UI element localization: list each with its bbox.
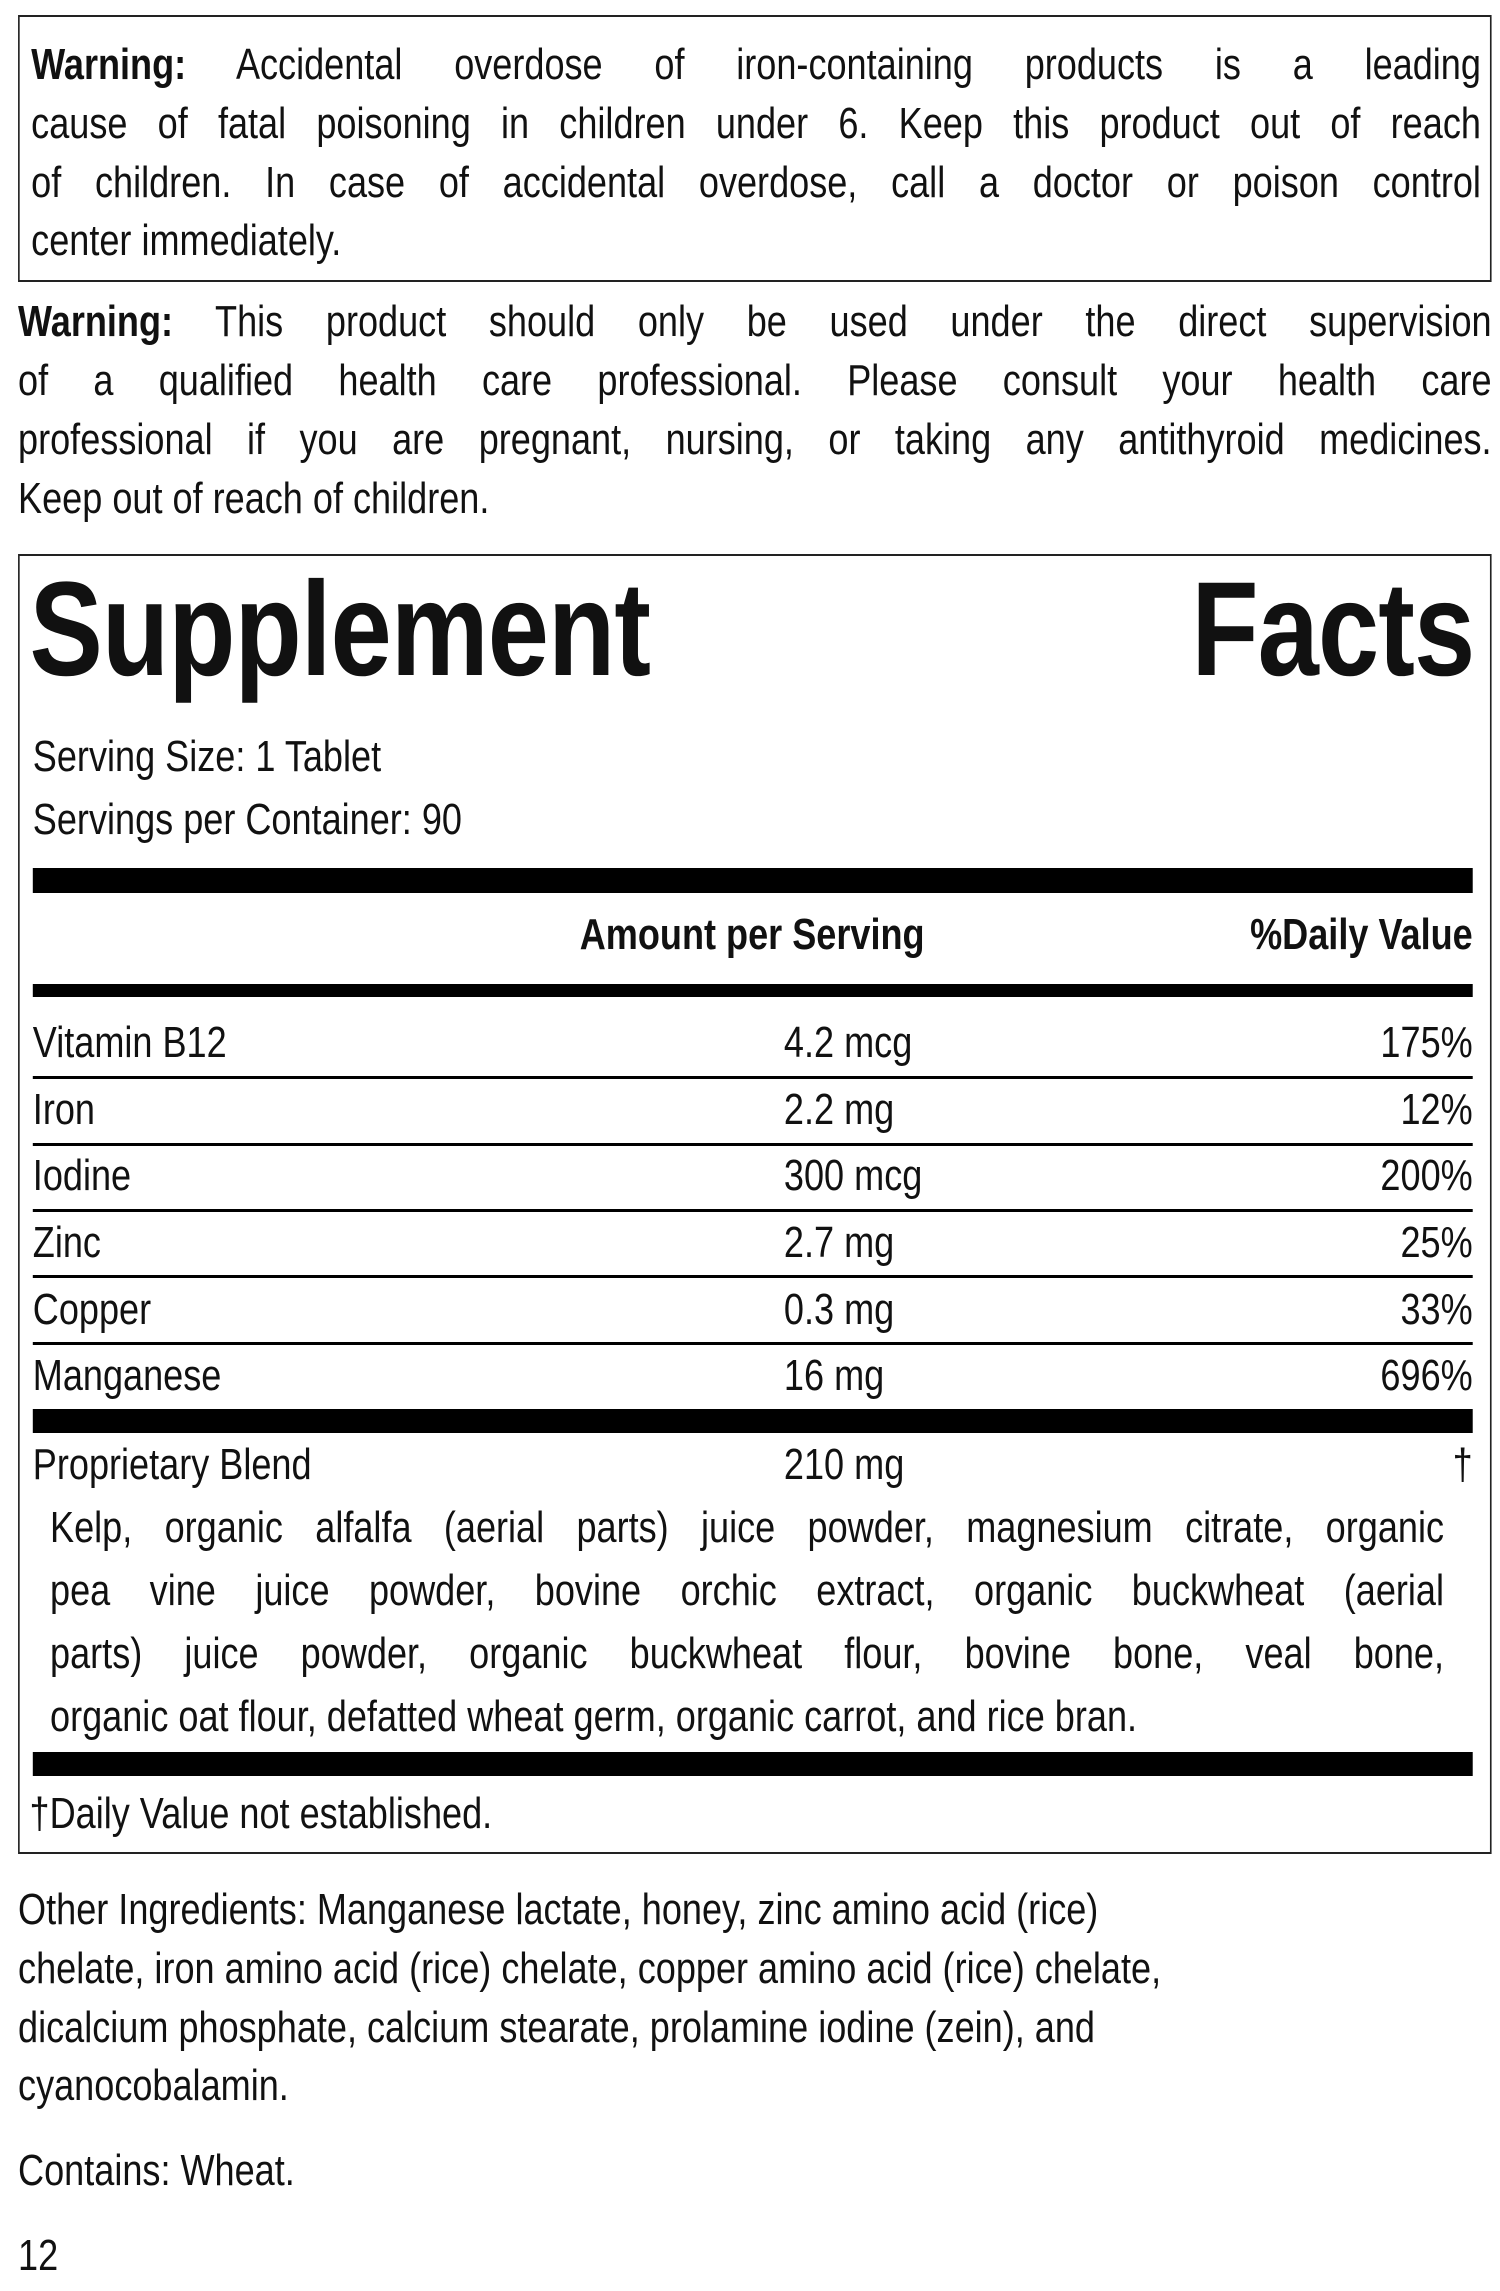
- nutrient-name: Vitamin B12: [32, 1018, 227, 1067]
- iron-warning-line: center immediately.: [31, 216, 342, 265]
- nutrient-amount: 4.2 mcg: [783, 1018, 913, 1067]
- supervision-warning-line: of a qualified health care professional.…: [18, 356, 1492, 405]
- nutrient-daily-value: 12%: [1400, 1085, 1473, 1134]
- row-divider: [32, 1209, 1473, 1212]
- blend-ingredients-line: pea vine juice powder, bovine orchic ext…: [50, 1566, 1445, 1615]
- nutrient-amount: 16 mg: [783, 1351, 885, 1400]
- nutrient-daily-value: 696%: [1380, 1351, 1473, 1400]
- nutrient-amount: 300 mcg: [783, 1151, 923, 1200]
- serving-size: Serving Size: 1 Tablet: [32, 732, 382, 781]
- nutrient-daily-value: 33%: [1400, 1285, 1473, 1334]
- nutrient-daily-value: 175%: [1380, 1018, 1473, 1067]
- daily-value-footnote: †Daily Value not established.: [29, 1789, 493, 1838]
- iron-warning-line: Warning: Accidental overdose of iron-con…: [31, 40, 1481, 89]
- warning-label: Warning:: [31, 40, 187, 89]
- row-divider: [32, 1275, 1473, 1278]
- daily-value-header: %Daily Value: [1250, 910, 1473, 959]
- allergen-statement: Contains: Wheat.: [18, 2146, 295, 2195]
- supervision-warning-line: Keep out of reach of children.: [18, 474, 490, 523]
- row-divider: [32, 1076, 1473, 1079]
- thick-divider: [32, 1409, 1473, 1433]
- row-divider: [32, 1143, 1473, 1146]
- thick-divider: [32, 1752, 1473, 1776]
- page-number: 12: [18, 2231, 59, 2280]
- supervision-warning-line: Warning: This product should only be use…: [18, 297, 1492, 346]
- row-divider: [32, 1342, 1473, 1345]
- nutrient-amount: 2.7 mg: [783, 1218, 895, 1267]
- medium-divider: [32, 984, 1473, 997]
- nutrient-amount: 0.3 mg: [783, 1285, 895, 1334]
- iron-warning-box: [18, 15, 1492, 282]
- supplement-facts-panel: [18, 554, 1492, 1854]
- nutrient-daily-value: 200%: [1380, 1151, 1473, 1200]
- iron-warning-line: cause of fatal poisoning in children und…: [31, 99, 1481, 148]
- other-ingredients-line: chelate, iron amino acid (rice) chelate,…: [18, 1944, 1162, 1993]
- amount-per-serving-header: Amount per Serving: [579, 910, 925, 959]
- blend-name: Proprietary Blend: [32, 1440, 312, 1489]
- nutrient-name: Copper: [32, 1285, 152, 1334]
- supervision-warning-line: professional if you are pregnant, nursin…: [18, 415, 1492, 464]
- blend-ingredients-line: parts) juice powder, organic buckwheat f…: [50, 1629, 1445, 1678]
- nutrient-daily-value: 25%: [1400, 1218, 1473, 1267]
- blend-ingredients-line: Kelp, organic alfalfa (aerial parts) jui…: [50, 1503, 1445, 1552]
- title-supplement: Supplement: [29, 555, 651, 704]
- other-ingredients-line: dicalcium phosphate, calcium stearate, p…: [18, 2003, 1096, 2052]
- other-ingredients-line: Other Ingredients: Manganese lactate, ho…: [18, 1885, 1099, 1934]
- supplement-facts-title: Supplement Facts: [29, 555, 1476, 704]
- other-ingredients-line: cyanocobalamin.: [18, 2061, 289, 2110]
- nutrient-name: Iodine: [32, 1151, 132, 1200]
- iron-warning-line: of children. In case of accidental overd…: [31, 158, 1481, 207]
- nutrient-name: Manganese: [32, 1351, 222, 1400]
- nutrient-name: Iron: [32, 1085, 95, 1134]
- blend-ingredients-line: organic oat flour, defatted wheat germ, …: [50, 1692, 1138, 1741]
- title-facts: Facts: [1191, 555, 1475, 704]
- nutrient-name: Zinc: [32, 1218, 101, 1267]
- servings-per-container: Servings per Container: 90: [32, 795, 462, 844]
- blend-amount: 210 mg: [783, 1440, 905, 1489]
- thick-divider: [32, 868, 1473, 893]
- blend-dv: †: [1452, 1440, 1473, 1489]
- nutrient-amount: 2.2 mg: [783, 1085, 895, 1134]
- warning-label: Warning:: [18, 297, 174, 346]
